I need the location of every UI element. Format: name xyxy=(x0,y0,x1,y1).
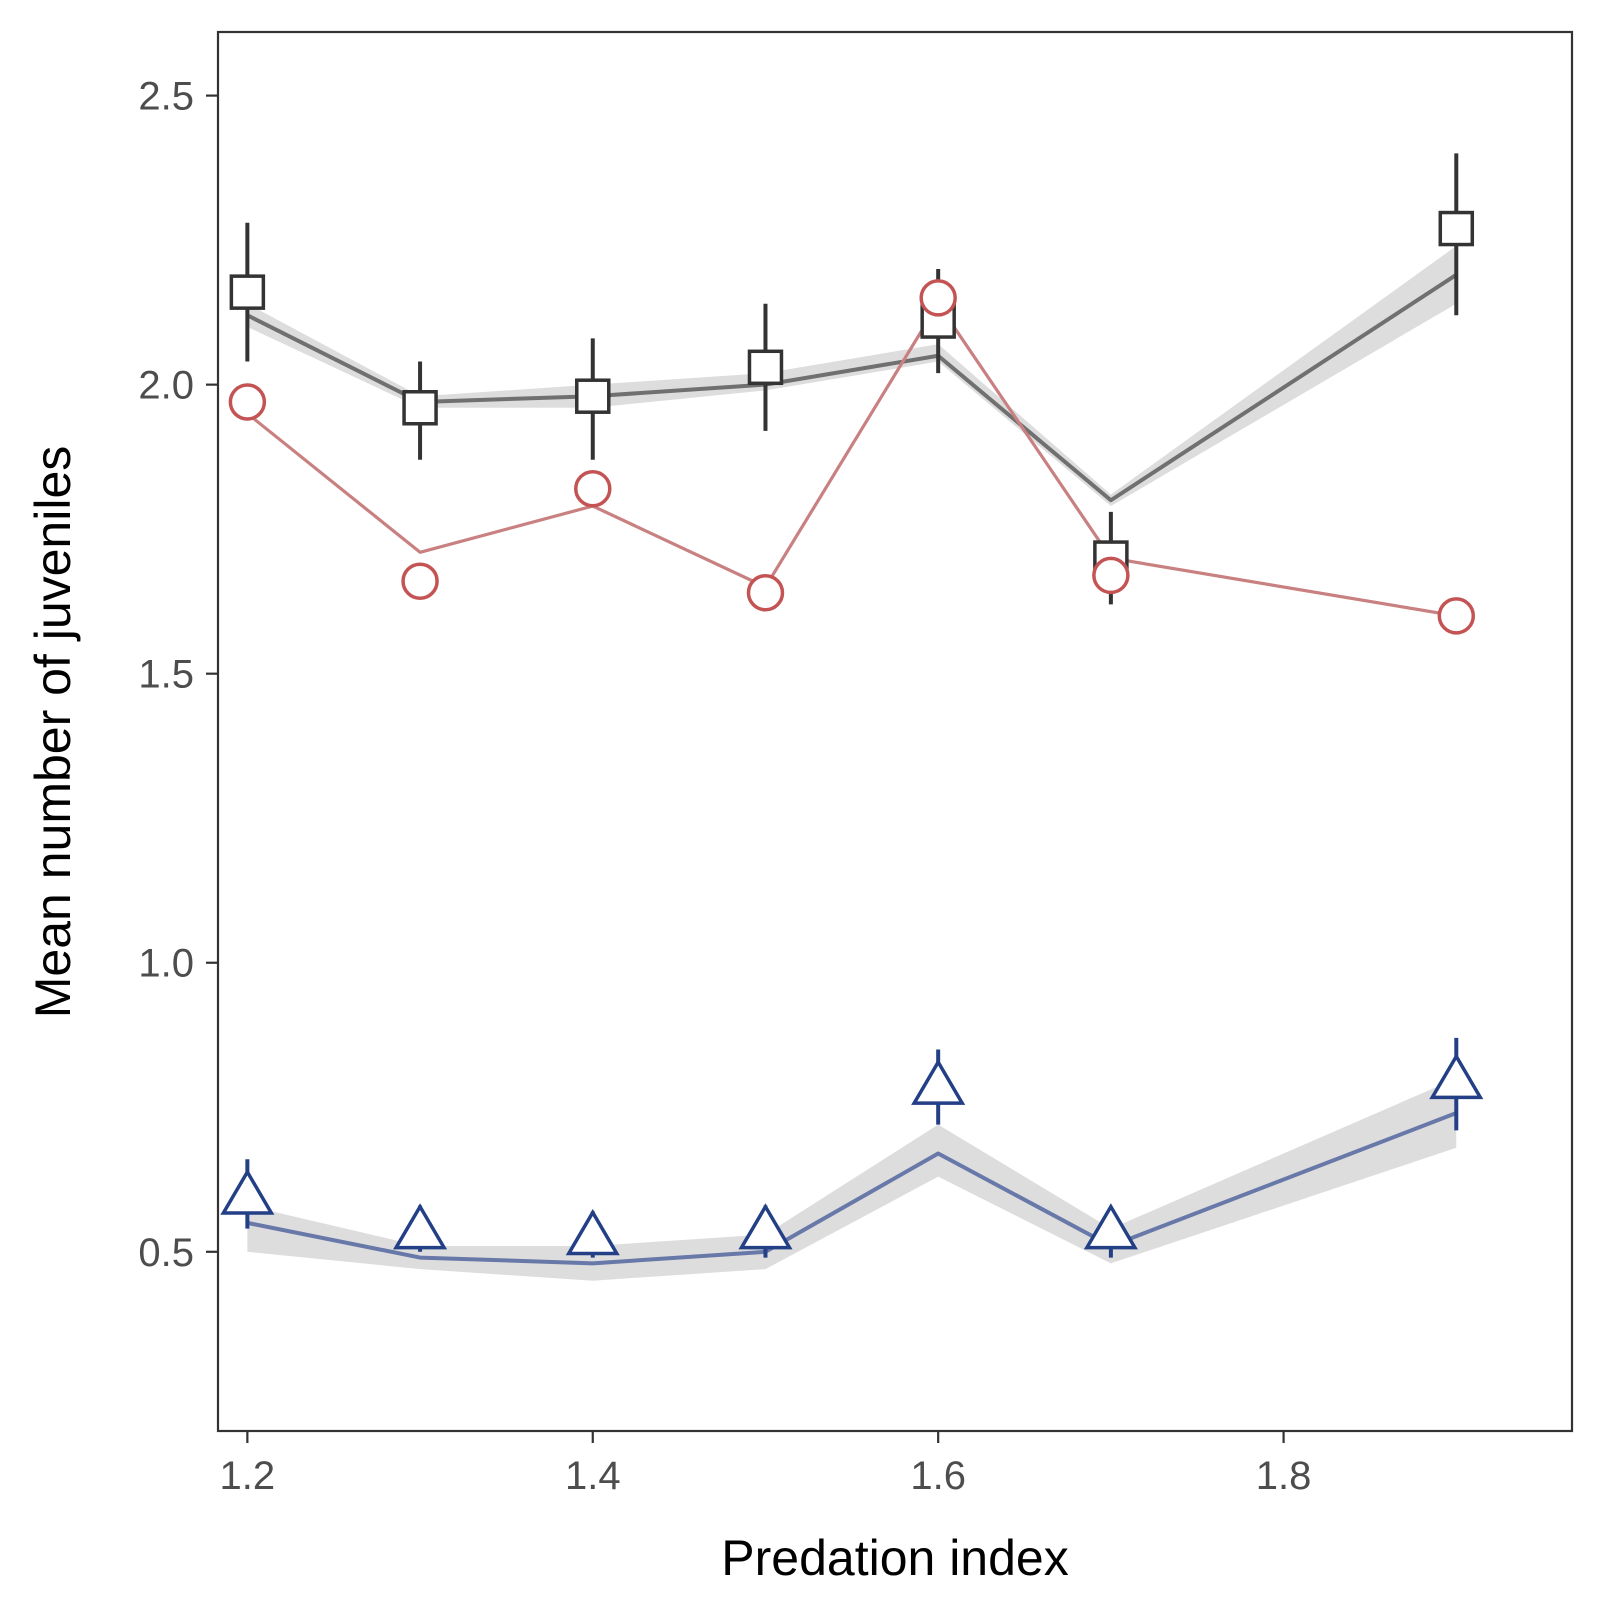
square-point xyxy=(402,390,438,426)
y-tick-label: 1.0 xyxy=(138,942,194,986)
square-point xyxy=(575,378,611,414)
circle-point xyxy=(228,383,267,421)
triangle-point xyxy=(1083,1203,1138,1250)
circle-point xyxy=(746,574,785,612)
circle-point xyxy=(1437,597,1476,635)
y-axis-ticks: 0.5 1.0 1.5 2.0 2.5 xyxy=(138,75,218,1275)
x-tick-label: 1.8 xyxy=(1256,1454,1312,1498)
circle-point xyxy=(401,562,439,600)
triangle-point xyxy=(1429,1052,1484,1100)
y-tick-label: 2.5 xyxy=(138,75,194,119)
y-axis-title: Mean number of juveniles xyxy=(25,446,81,1019)
triangle-point xyxy=(393,1203,448,1250)
data-points xyxy=(220,210,1484,1256)
plot-border xyxy=(216,30,1574,1433)
square-point xyxy=(229,274,266,310)
x-axis-ticks: 1.2 1.4 1.6 1.8 xyxy=(220,1431,1312,1498)
x-tick-label: 1.4 xyxy=(565,1454,621,1498)
circle-point xyxy=(574,469,612,508)
triangle-point xyxy=(738,1203,793,1250)
y-tick-label: 0.5 xyxy=(138,1231,194,1275)
circle-point xyxy=(1092,556,1130,595)
square-point xyxy=(1438,210,1475,247)
y-tick-label: 1.5 xyxy=(138,653,194,697)
triangle-point xyxy=(565,1208,620,1256)
x-tick-label: 1.2 xyxy=(220,1454,276,1498)
square-series-confidence-band xyxy=(247,245,1457,507)
triangle-point xyxy=(220,1168,275,1215)
x-axis-title: Predation index xyxy=(721,1530,1068,1586)
square-point xyxy=(747,349,784,386)
x-tick-label: 1.6 xyxy=(910,1454,966,1498)
circle-point xyxy=(919,279,957,317)
triangle-point xyxy=(911,1058,966,1105)
y-tick-label: 2.0 xyxy=(138,364,194,408)
